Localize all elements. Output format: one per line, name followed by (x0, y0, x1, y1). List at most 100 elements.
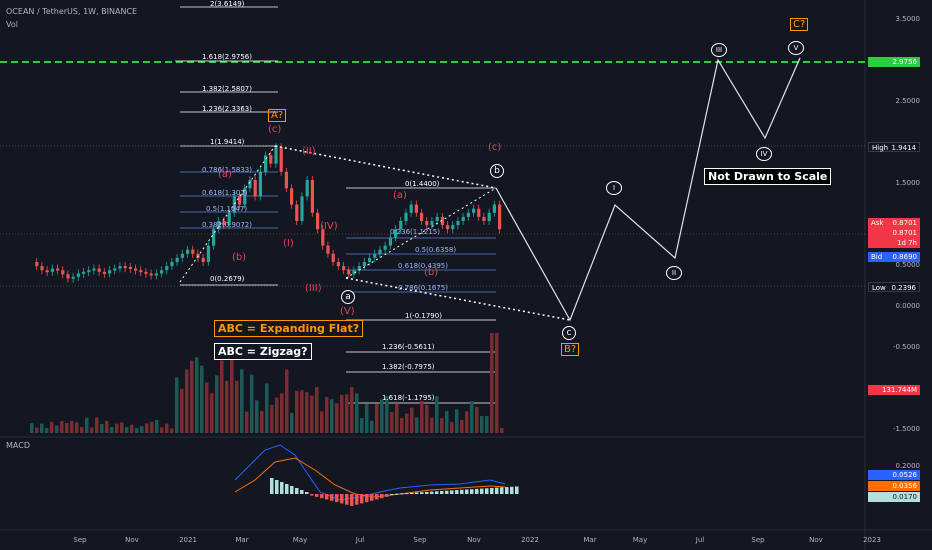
price-tick: 1.5000 (895, 179, 921, 187)
candle-body (357, 266, 361, 271)
wave-circle-V: V (788, 41, 804, 55)
candle-body (76, 273, 80, 277)
macd-histogram-bar (270, 478, 274, 494)
wave-circle-c: c (562, 326, 576, 340)
macd-histogram-bar (290, 486, 294, 494)
wave-circle-IV: IV (756, 147, 772, 161)
macd-histogram-bar (430, 491, 434, 494)
volume-bar (120, 422, 124, 433)
candle-body (160, 270, 164, 274)
candle-body (82, 271, 86, 274)
candle-body (45, 270, 49, 273)
time-tick: Sep (751, 536, 765, 544)
low-tag: Low 0.2396 (868, 282, 920, 292)
volume-bar (260, 410, 264, 433)
volume-bar (70, 420, 74, 433)
candle-body (331, 253, 335, 262)
volume-bar (75, 422, 79, 433)
fib-label: 0.236(1.1215) (390, 228, 440, 236)
macd-histogram-bar (380, 494, 384, 499)
volume-bar (215, 375, 219, 433)
bid-tag: Bid 0.8690 (868, 252, 920, 262)
volume-bar (385, 396, 389, 433)
macd-histogram-bar (280, 482, 284, 494)
candle-body (440, 216, 444, 226)
macd-histogram-bar (475, 488, 479, 494)
candle-body (305, 180, 309, 197)
ask-tag: Ask 0.8701 (868, 218, 920, 228)
fib-label: 2(3.6149) (210, 0, 245, 8)
projection-path (495, 57, 801, 322)
candle-body (227, 212, 231, 226)
volume-bar (310, 395, 314, 433)
wave-circle-a: a (341, 290, 355, 304)
candle-body (466, 212, 470, 217)
trend-line-b (345, 187, 497, 279)
volume-bar (50, 421, 54, 433)
histogram-tag: 0.0170 (868, 492, 920, 502)
fib-label: 1.382(2.5807) (202, 85, 252, 93)
volume-bar (365, 403, 369, 433)
macd-histogram-bar (415, 492, 419, 494)
macd-histogram-bar (385, 494, 389, 497)
volume-bar (230, 358, 234, 433)
wave-label: (c) (488, 142, 502, 153)
volume-bar (55, 425, 59, 433)
macd-histogram-bar (445, 490, 449, 494)
volume-bar (305, 392, 309, 433)
candle-body (290, 188, 294, 205)
volume-bar (195, 357, 199, 433)
candle-body (378, 249, 382, 254)
fib-label: 0.786(0.1675) (398, 284, 448, 292)
volume-tag: 131.744M (868, 385, 920, 395)
wave-label: (a) (218, 169, 232, 180)
volume-bar (130, 424, 134, 433)
macd-histogram-bar (310, 494, 314, 496)
c-question-box: C? (790, 18, 809, 31)
time-tick: Mar (583, 536, 597, 544)
candle-body (404, 212, 408, 221)
candle-body (253, 180, 257, 197)
volume-bar (470, 401, 474, 433)
candle-body (186, 249, 190, 254)
volume-bar (95, 417, 99, 433)
candle-body (336, 262, 340, 267)
wave-label: (b) (424, 267, 439, 278)
volume-bar (370, 420, 374, 433)
time-tick: Nov (125, 536, 139, 544)
wave-label: (I) (283, 238, 294, 249)
volume-bar (400, 417, 404, 433)
candle-body (71, 276, 75, 279)
volume-bar (390, 411, 394, 433)
macd-histogram-bar (275, 480, 279, 494)
volume-bar (270, 404, 274, 433)
macd-histogram-bar (510, 486, 514, 494)
volume-bar (420, 400, 424, 433)
macd-histogram-bar (340, 494, 344, 504)
candle-body (66, 274, 70, 279)
volume-bar (340, 394, 344, 433)
candle-body (243, 188, 247, 205)
fib-label: 1.382(-0.7975) (382, 363, 435, 371)
fib-label: 0.5(1.1047) (206, 205, 248, 213)
candle-body (87, 270, 91, 273)
volume-bar (245, 411, 249, 433)
volume-bar (85, 417, 89, 433)
macd-histogram-bar (345, 494, 349, 505)
macd-histogram-bar (480, 488, 484, 494)
candle-body (425, 221, 429, 226)
volume-bar (425, 405, 429, 433)
volume-bar (125, 427, 129, 433)
candle-body (232, 196, 236, 213)
candle-body (212, 229, 216, 246)
volume-bar (145, 423, 149, 433)
volume-bar (465, 411, 469, 433)
wave-circle-b: b (490, 164, 504, 178)
candle-body (175, 257, 179, 262)
candle-body (435, 216, 439, 221)
candle-body (118, 266, 122, 269)
volume-bar (115, 423, 119, 433)
fib-label: 0.618(1.302) (202, 189, 248, 197)
volume-bar (395, 403, 399, 433)
